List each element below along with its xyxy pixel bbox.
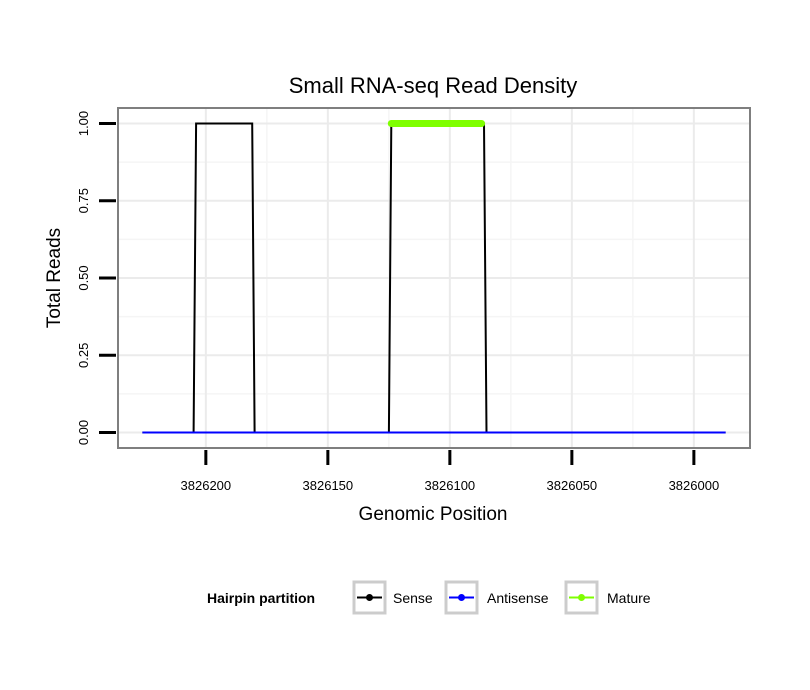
x-tick-label: 3826000 xyxy=(669,478,720,493)
y-tick-label: 0.75 xyxy=(76,188,91,213)
x-tick-label: 3826200 xyxy=(181,478,232,493)
legend-label-antisense: Antisense xyxy=(487,590,549,606)
y-tick-label: 1.00 xyxy=(76,111,91,136)
x-tick-label: 3826150 xyxy=(303,478,354,493)
y-axis-title: Total Reads xyxy=(44,228,65,328)
x-axis-title: Genomic Position xyxy=(359,504,508,525)
legend-key-point-antisense xyxy=(458,594,465,601)
legend-title: Hairpin partition xyxy=(207,590,315,606)
plot-area xyxy=(117,107,751,449)
chart-title: Small RNA-seq Read Density xyxy=(289,73,578,98)
legend-key-point-mature xyxy=(578,594,585,601)
plot-border xyxy=(117,107,751,449)
y-tick-label: 0.00 xyxy=(76,420,91,445)
legend: Hairpin partition Sense Antisense Mature xyxy=(207,580,651,615)
x-tick-label: 3826100 xyxy=(425,478,476,493)
legend-key-point-sense xyxy=(366,594,373,601)
legend-label-sense: Sense xyxy=(393,590,433,606)
x-tick-label: 3826050 xyxy=(547,478,598,493)
y-axis: 0.00 0.25 0.50 0.75 1.00 xyxy=(76,111,116,445)
y-tick-label: 0.50 xyxy=(76,265,91,290)
legend-label-mature: Mature xyxy=(607,590,651,606)
x-axis: 3826200 3826150 3826100 3826050 3826000 xyxy=(181,450,720,493)
series-layer xyxy=(142,120,726,434)
y-tick-label: 0.25 xyxy=(76,343,91,368)
